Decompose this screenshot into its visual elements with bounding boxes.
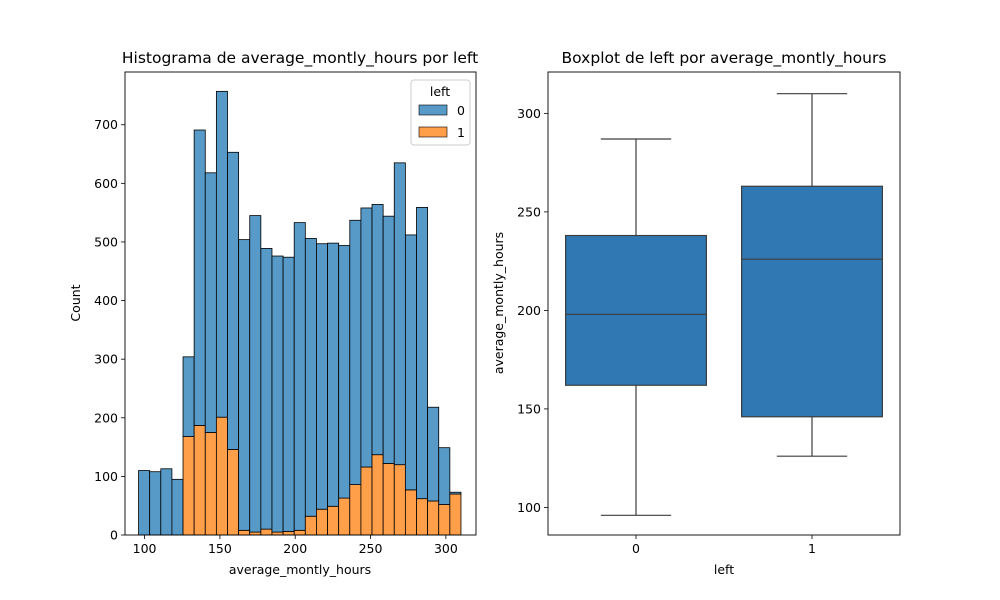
histogram-bar-left-0 [438, 447, 451, 505]
histogram-y-tick-label: 600 [94, 176, 118, 191]
histogram-bar-left-0 [416, 206, 429, 500]
histogram-bar-left-0 [160, 468, 173, 536]
legend-swatch-1 [418, 126, 448, 138]
histogram-bar-left-1 [293, 529, 306, 536]
histogram-bar-left-0 [215, 90, 228, 418]
histogram-bar-left-1 [338, 497, 351, 536]
legend-label-1: 1 [457, 125, 465, 140]
histogram-bar-left-1 [182, 436, 195, 536]
boxplot-y-tick-label: 250 [517, 204, 541, 219]
histogram-bar-left-0 [404, 234, 417, 491]
histogram-bar-left-1 [193, 425, 206, 536]
histogram-bar-left-1 [215, 416, 228, 536]
histogram-y-tick-label: 700 [94, 117, 118, 132]
histogram-x-tick-label: 150 [208, 541, 232, 556]
histogram-bar-left-0 [138, 470, 151, 536]
histogram-y-tick-label: 100 [94, 469, 118, 484]
histogram-bar-left-0 [371, 204, 384, 456]
histogram-bar-left-0 [449, 491, 462, 495]
histogram-bar-left-0 [349, 219, 362, 485]
histogram-bar-left-0 [193, 129, 206, 426]
histogram-bar-left-1 [360, 466, 373, 536]
histogram-bar-left-0 [249, 215, 262, 533]
histogram-title: Histograma de average_montly_hours por l… [122, 49, 478, 68]
boxplot-marks [564, 93, 883, 516]
boxplot-box [564, 234, 707, 386]
boxplot-y-tick-label: 150 [517, 401, 541, 416]
boxplot-x-tick-label: 0 [632, 541, 640, 556]
histogram-bar-left-1 [404, 489, 417, 536]
histogram-x-axis-label: average_montly_hours [229, 562, 371, 577]
histogram-y-tick-label: 200 [94, 410, 118, 425]
histogram-bar-left-1 [416, 498, 429, 536]
histogram-panel: Histograma de average_montly_hours por l… [68, 49, 478, 577]
histogram-bar-left-1 [438, 504, 451, 536]
boxplot-y-tick-label: 300 [517, 106, 541, 121]
histogram-y-tick-label: 0 [110, 528, 118, 543]
histogram-bar-left-1 [427, 500, 440, 536]
boxplot-panel: Boxplot de left por average_montly_hours… [491, 49, 901, 577]
boxplot-x-axis-label: left [714, 562, 734, 577]
histogram-x-tick-label: 100 [133, 541, 157, 556]
histogram-bar-left-0 [293, 222, 306, 531]
boxplot-axes-frame [547, 71, 901, 536]
boxplot-y-tick-label: 100 [517, 500, 541, 515]
histogram-bar-left-0 [238, 239, 251, 531]
histogram-bar-left-1 [204, 432, 217, 536]
boxplot-x-tick-label: 1 [808, 541, 816, 556]
histogram-bar-left-0 [227, 151, 240, 450]
histogram-bar-left-1 [327, 505, 340, 536]
boxplot-y-tick-label: 200 [517, 303, 541, 318]
legend-swatch-0 [418, 104, 448, 116]
histogram-bar-left-0 [171, 478, 184, 536]
histogram-bar-left-0 [393, 162, 406, 466]
histogram-y-tick-label: 500 [94, 234, 118, 249]
histogram-bar-left-0 [427, 406, 440, 502]
boxplot-box [740, 185, 883, 418]
histogram-bar-left-1 [227, 449, 240, 536]
histogram-bar-left-0 [338, 245, 351, 499]
histogram-bar-left-1 [449, 493, 462, 536]
histogram-axes-frame [124, 71, 477, 536]
histogram-bar-left-0 [204, 172, 217, 433]
histogram-bar-left-1 [282, 531, 295, 536]
histogram-bar-left-0 [182, 356, 195, 437]
histogram-bar-left-1 [304, 515, 317, 536]
histogram-x-ticks: 100 150 200 250 300 [133, 535, 458, 556]
histogram-legend: left 0 1 [410, 79, 471, 146]
histogram-bar-left-0 [304, 238, 317, 517]
histogram-bar-left-0 [282, 256, 295, 532]
histogram-bar-left-1 [371, 454, 384, 536]
histogram-bar-left-0 [271, 255, 284, 533]
histogram-bar-left-0 [149, 471, 162, 536]
histogram-bar-left-1 [349, 484, 362, 536]
histogram-bar-left-0 [360, 207, 373, 468]
histogram-bar-left-1 [316, 508, 328, 536]
histogram-bar-left-0 [382, 215, 395, 464]
histogram-bar-left-1 [382, 463, 395, 536]
histogram-bar-left-1 [260, 528, 273, 536]
legend-label-0: 0 [457, 103, 465, 118]
histogram-y-ticks: 0 100 200 300 400 500 600 700 [94, 117, 125, 543]
boxplot-y-axis-label: average_montly_hours [491, 232, 506, 374]
boxplot-y-ticks: 100 150 200 250 300 [517, 106, 548, 515]
legend-title: left [430, 84, 450, 99]
histogram-x-tick-label: 200 [283, 541, 307, 556]
histogram-x-tick-label: 250 [359, 541, 383, 556]
histogram-y-tick-label: 400 [94, 293, 118, 308]
histogram-bar-left-1 [393, 464, 406, 536]
histogram-y-axis-label: Count [68, 284, 83, 321]
histogram-bar-left-0 [316, 243, 328, 510]
histogram-bar-left-0 [327, 242, 340, 507]
histogram-y-tick-label: 300 [94, 352, 118, 367]
boxplot-title: Boxplot de left por average_montly_hours [562, 49, 887, 68]
histogram-x-tick-label: 300 [434, 541, 458, 556]
histogram-bar-left-1 [238, 529, 251, 536]
histogram-bar-left-0 [260, 248, 273, 530]
